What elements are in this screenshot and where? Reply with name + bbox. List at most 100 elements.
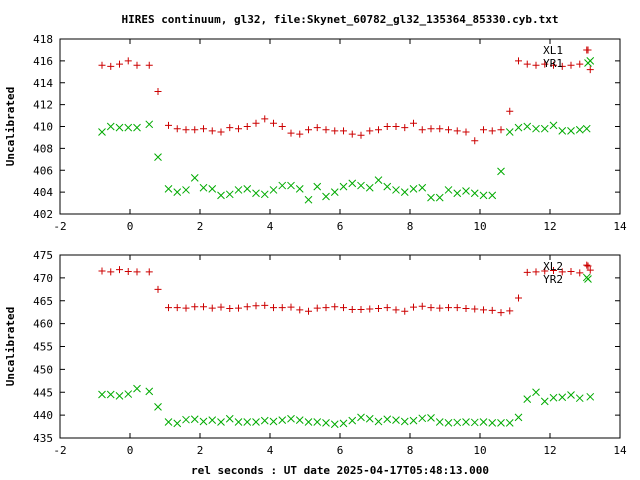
data-point-xl2 bbox=[226, 305, 234, 313]
data-point-yr2 bbox=[115, 392, 124, 400]
data-point-xl2 bbox=[296, 306, 304, 314]
data-point-yr2 bbox=[549, 393, 558, 402]
data-point-xl2 bbox=[217, 303, 225, 311]
data-point-xl1 bbox=[243, 123, 251, 130]
data-point-yr2 bbox=[479, 418, 488, 426]
data-point-xl2 bbox=[586, 266, 594, 274]
data-point-xl1 bbox=[252, 119, 260, 127]
data-point-xl1 bbox=[331, 127, 339, 135]
legend-marker bbox=[584, 59, 592, 67]
data-point-xl1 bbox=[270, 119, 277, 127]
data-point-yr1 bbox=[269, 186, 278, 194]
legend-label: XL1 bbox=[543, 44, 563, 57]
data-point-yr2 bbox=[392, 416, 400, 425]
data-point-xl1 bbox=[208, 127, 216, 135]
data-point-yr1 bbox=[106, 122, 115, 131]
legend-label: YR1 bbox=[543, 57, 563, 70]
data-point-xl1 bbox=[462, 128, 470, 136]
data-point-xl1 bbox=[401, 124, 409, 132]
data-point-yr2 bbox=[173, 419, 182, 428]
x-tick-label: 14 bbox=[613, 444, 627, 457]
data-point-yr2 bbox=[523, 395, 532, 403]
data-point-xl2 bbox=[348, 305, 356, 313]
data-point-yr2 bbox=[514, 413, 523, 422]
data-point-xl2 bbox=[453, 304, 461, 312]
data-point-yr2 bbox=[124, 390, 133, 398]
data-point-yr1 bbox=[357, 181, 365, 190]
data-point-yr1 bbox=[392, 186, 400, 194]
data-point-yr2 bbox=[190, 415, 199, 424]
data-point-xl2 bbox=[523, 268, 531, 276]
data-point-xl1 bbox=[313, 124, 321, 132]
x-tick-label: -2 bbox=[53, 444, 66, 457]
x-tick-label: 0 bbox=[127, 220, 134, 233]
data-point-xl1 bbox=[567, 61, 575, 69]
data-point-xl1 bbox=[200, 125, 207, 133]
data-point-yr1 bbox=[208, 184, 217, 193]
data-point-yr2 bbox=[269, 417, 278, 426]
data-point-xl1 bbox=[497, 126, 505, 134]
data-point-yr1 bbox=[540, 124, 549, 133]
x-tick-label: 2 bbox=[197, 220, 204, 233]
data-point-yr2 bbox=[400, 417, 409, 426]
x-tick-label: 4 bbox=[267, 220, 274, 233]
data-point-yr1 bbox=[418, 183, 427, 192]
legend-label: XL2 bbox=[543, 260, 563, 273]
data-point-xl2 bbox=[154, 285, 162, 293]
data-point-yr1 bbox=[154, 153, 162, 161]
data-point-yr2 bbox=[208, 416, 217, 425]
data-point-yr1 bbox=[409, 184, 418, 193]
data-point-yr1 bbox=[304, 195, 313, 204]
data-point-yr1 bbox=[313, 182, 322, 191]
data-point-xl1 bbox=[427, 125, 435, 133]
data-point-yr2 bbox=[558, 393, 567, 402]
data-point-xl1 bbox=[375, 126, 382, 134]
data-point-xl2 bbox=[567, 267, 575, 275]
chart-title: HIRES continuum, gl32, file:Skynet_60782… bbox=[121, 13, 558, 26]
data-point-xl1 bbox=[445, 126, 452, 134]
upper-panel: -2 0 2 4 6 8 10 12 14 402 404 406 408 410 412 414 416 418… bbox=[4, 33, 627, 233]
y-axis-label: Uncalibrated bbox=[4, 87, 17, 166]
legend-marker bbox=[584, 262, 592, 270]
data-point-xl1 bbox=[541, 60, 549, 68]
data-point-yr1 bbox=[234, 186, 243, 194]
x-tick-label: 6 bbox=[337, 220, 344, 233]
data-point-xl2 bbox=[506, 307, 514, 315]
data-point-xl2 bbox=[243, 303, 251, 311]
data-point-yr2 bbox=[234, 418, 243, 426]
data-point-yr2 bbox=[505, 419, 514, 427]
data-point-xl1 bbox=[296, 130, 304, 138]
data-point-xl2 bbox=[340, 304, 347, 312]
data-point-yr1 bbox=[278, 181, 287, 190]
y-tick-label: 404 bbox=[33, 186, 53, 199]
data-point-xl2 bbox=[252, 302, 260, 310]
data-point-xl1 bbox=[410, 119, 417, 127]
data-point-xl1 bbox=[558, 62, 566, 70]
data-point-xl2 bbox=[357, 305, 365, 313]
y-tick-label: 440 bbox=[33, 409, 53, 422]
data-point-xl2 bbox=[375, 305, 382, 313]
data-point-yr2 bbox=[488, 419, 497, 427]
data-point-xl2 bbox=[98, 267, 106, 275]
data-point-xl2 bbox=[445, 304, 452, 312]
y-tick-label: 418 bbox=[33, 33, 53, 46]
data-point-yr1 bbox=[225, 190, 234, 199]
data-point-yr1 bbox=[98, 128, 106, 136]
data-point-xl2 bbox=[145, 268, 153, 276]
y-tick-label: 455 bbox=[33, 341, 53, 354]
legend-label: YR2 bbox=[543, 273, 563, 286]
data-point-xl2 bbox=[173, 304, 181, 312]
data-point-yr2 bbox=[243, 418, 252, 426]
data-point-yr2 bbox=[540, 397, 549, 406]
data-point-yr1 bbox=[549, 121, 558, 130]
data-point-yr2 bbox=[427, 414, 435, 422]
data-point-xl2 bbox=[322, 304, 330, 312]
data-point-xl2 bbox=[278, 304, 286, 312]
y-tick-label: 445 bbox=[33, 386, 53, 399]
y-tick-label: 470 bbox=[33, 272, 53, 285]
data-point-xl1 bbox=[453, 127, 461, 135]
data-point-xl1 bbox=[235, 125, 242, 133]
data-point-yr1 bbox=[462, 187, 470, 195]
data-point-xl2 bbox=[392, 306, 400, 314]
